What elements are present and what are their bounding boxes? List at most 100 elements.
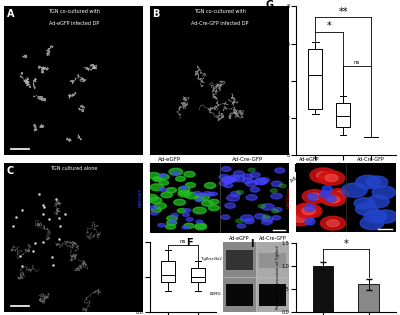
Polygon shape [240, 215, 254, 221]
Point [13, 214, 20, 219]
Polygon shape [170, 220, 176, 223]
Text: TGN cultured alone: TGN cultured alone [50, 166, 98, 171]
Polygon shape [186, 218, 193, 221]
Polygon shape [334, 191, 344, 197]
Polygon shape [166, 187, 176, 193]
Polygon shape [271, 181, 282, 186]
Polygon shape [208, 205, 220, 211]
Polygon shape [258, 204, 265, 208]
Polygon shape [244, 219, 254, 224]
Text: TGN co-cultured with: TGN co-cultured with [194, 9, 246, 14]
Polygon shape [186, 183, 196, 187]
Polygon shape [322, 193, 346, 206]
Polygon shape [255, 179, 267, 185]
Text: E: E [120, 238, 126, 248]
Point [56, 237, 62, 242]
Text: Ad-eGFP infected DP: Ad-eGFP infected DP [49, 21, 99, 26]
Polygon shape [328, 197, 340, 203]
Text: D: D [148, 164, 156, 174]
Point [48, 254, 55, 259]
Polygon shape [294, 203, 320, 217]
Text: Ad-eGFP: Ad-eGFP [229, 236, 250, 241]
Point [29, 249, 36, 254]
Polygon shape [222, 177, 234, 183]
Polygon shape [296, 204, 322, 218]
Text: Ad-eGFP: Ad-eGFP [158, 157, 181, 162]
Bar [358, 284, 379, 312]
Polygon shape [356, 203, 378, 215]
Polygon shape [221, 215, 230, 219]
Bar [259, 284, 286, 306]
Text: B: B [152, 9, 160, 19]
Polygon shape [319, 171, 344, 185]
Polygon shape [308, 193, 318, 200]
Polygon shape [305, 218, 315, 225]
Point [36, 192, 43, 197]
Text: Ad-Cre-GFP: Ad-Cre-GFP [232, 157, 263, 162]
Polygon shape [145, 194, 158, 201]
Polygon shape [356, 175, 380, 189]
Point [19, 264, 26, 269]
Polygon shape [317, 172, 330, 179]
Polygon shape [228, 175, 240, 181]
Bar [223, 277, 256, 312]
Polygon shape [204, 192, 211, 195]
Text: G: G [266, 0, 274, 10]
Polygon shape [178, 186, 190, 192]
Text: DAPI/GFP: DAPI/GFP [139, 188, 143, 208]
Polygon shape [366, 176, 388, 188]
Polygon shape [185, 192, 198, 199]
Polygon shape [288, 212, 313, 226]
Y-axis label: Cell infection fraction: Cell infection fraction [130, 250, 134, 303]
Polygon shape [320, 216, 346, 230]
Point [46, 217, 52, 222]
Polygon shape [242, 174, 253, 179]
Bar [256, 242, 289, 277]
Polygon shape [308, 193, 321, 200]
Polygon shape [204, 183, 216, 188]
Bar [259, 254, 286, 267]
Polygon shape [154, 176, 163, 181]
Polygon shape [325, 175, 338, 182]
Polygon shape [219, 181, 228, 186]
Polygon shape [181, 186, 188, 190]
Point [10, 224, 16, 229]
Polygon shape [242, 178, 253, 183]
Polygon shape [151, 207, 162, 213]
Polygon shape [210, 192, 218, 196]
Polygon shape [177, 209, 186, 213]
Polygon shape [196, 223, 206, 228]
Text: A: A [7, 9, 14, 19]
Text: *: * [327, 21, 332, 32]
Polygon shape [274, 208, 282, 212]
Polygon shape [367, 196, 389, 208]
Polygon shape [319, 191, 343, 205]
Polygon shape [226, 177, 236, 182]
Polygon shape [326, 195, 336, 202]
Polygon shape [237, 224, 246, 228]
Point [40, 202, 46, 207]
Polygon shape [322, 186, 332, 192]
Polygon shape [372, 186, 396, 199]
Polygon shape [169, 168, 183, 175]
Polygon shape [354, 198, 374, 209]
Polygon shape [153, 177, 162, 181]
Polygon shape [246, 181, 257, 186]
Polygon shape [255, 214, 266, 219]
Polygon shape [272, 209, 278, 213]
Polygon shape [310, 168, 337, 183]
Text: F: F [186, 238, 193, 248]
Polygon shape [342, 183, 367, 197]
Point [40, 212, 46, 217]
Polygon shape [167, 220, 177, 225]
Polygon shape [194, 196, 204, 201]
Polygon shape [302, 190, 327, 203]
Polygon shape [262, 219, 272, 225]
Polygon shape [174, 199, 186, 205]
Polygon shape [184, 171, 195, 177]
Polygon shape [222, 176, 235, 183]
Polygon shape [195, 224, 207, 230]
Text: Ad-Cre-GFP: Ad-Cre-GFP [357, 157, 385, 162]
Polygon shape [151, 212, 158, 215]
Polygon shape [179, 190, 189, 195]
